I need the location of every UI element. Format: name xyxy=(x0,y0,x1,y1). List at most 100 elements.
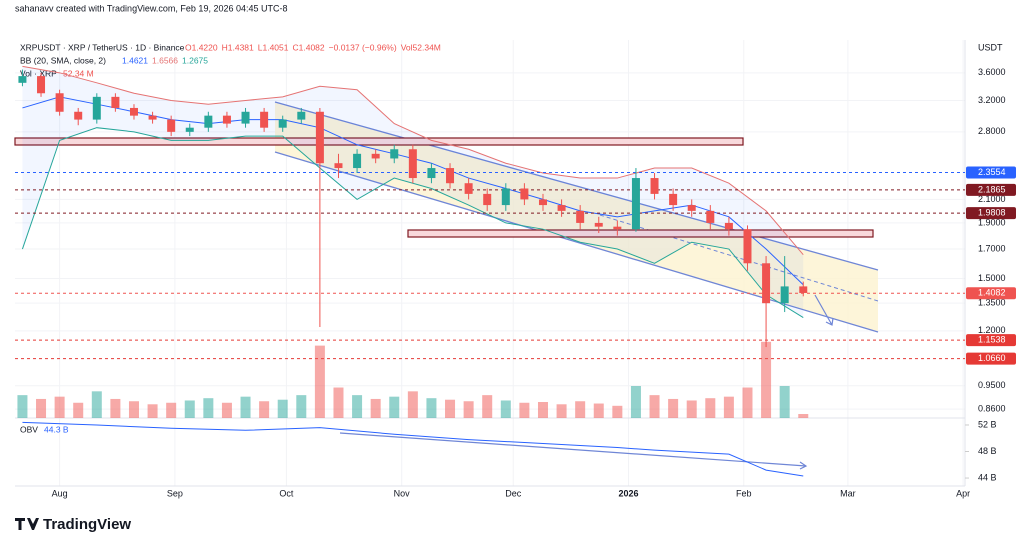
obv-line xyxy=(22,421,804,477)
bb-lower xyxy=(21,127,804,318)
level-tag xyxy=(966,183,1016,196)
volume-bar xyxy=(221,402,232,418)
candle-body xyxy=(204,115,213,128)
candle-body xyxy=(18,76,27,83)
x-tick-label: Aug xyxy=(52,488,68,498)
volume-bar xyxy=(73,402,84,418)
obv-tick-label: 48 B xyxy=(978,446,997,456)
candle-body xyxy=(167,119,176,132)
candle-body xyxy=(129,107,138,116)
y-tick-label: 3.6000 xyxy=(978,67,1006,77)
candle-body xyxy=(650,178,659,194)
volume-bar xyxy=(296,395,307,418)
candle-body xyxy=(669,193,678,206)
candle-body xyxy=(594,222,603,227)
y-tick-label: 1.5000 xyxy=(978,273,1006,283)
volume-bar xyxy=(612,405,623,418)
attribution: sahanavv created with TradingView.com, F… xyxy=(15,3,288,13)
candle-body xyxy=(483,193,492,206)
candle-body xyxy=(724,222,733,230)
level-label: 1.9808 xyxy=(978,208,1006,218)
volume-bar xyxy=(649,395,660,418)
channel-upper xyxy=(274,101,879,271)
bb-value: 1.4621 xyxy=(122,55,148,65)
volume-bar xyxy=(240,396,251,418)
bb-fill xyxy=(22,66,804,318)
candle-body xyxy=(501,188,510,206)
obv-tick-label: 44 B xyxy=(978,472,997,482)
x-tick-label: Sep xyxy=(167,488,183,498)
volume-bar xyxy=(352,395,363,418)
volume-bar xyxy=(277,399,288,418)
volume-bar xyxy=(761,341,772,418)
x-tick-label: Apr xyxy=(956,488,970,498)
y-tick-label: 1.2000 xyxy=(978,325,1006,335)
candle-body xyxy=(92,96,101,120)
candle-body xyxy=(222,115,231,124)
y-tick-label: 1.3500 xyxy=(978,298,1006,308)
bb-value: 1.6566 xyxy=(152,55,178,65)
candle-body xyxy=(353,153,362,169)
candle-body xyxy=(297,111,306,120)
volume-bar xyxy=(723,396,734,418)
volume-bar xyxy=(537,402,548,418)
candle-body xyxy=(687,205,696,211)
volume-bar xyxy=(593,403,604,418)
volume-bar xyxy=(426,398,437,418)
candle-body xyxy=(557,205,566,211)
change-value: −0.0137 (−0.96%) xyxy=(329,42,397,52)
volume-bar xyxy=(668,398,679,418)
arrow xyxy=(799,461,808,470)
obv-tick-label: 52 B xyxy=(978,419,997,429)
y-tick-label: 1.7000 xyxy=(978,243,1006,253)
obv-trendline xyxy=(339,432,807,467)
volume-bar xyxy=(500,400,511,418)
candle-body xyxy=(37,76,46,94)
symbol: XRPUSDT · XRP / TetherUS · 1D · Binance xyxy=(20,42,185,52)
volume-bar xyxy=(482,395,493,418)
volume-bar xyxy=(519,402,530,418)
candle-body xyxy=(241,111,250,124)
arrow xyxy=(814,294,834,326)
volume-bar xyxy=(575,401,586,418)
volume-bar xyxy=(630,386,641,418)
volume-value: Vol52.34M xyxy=(401,42,441,52)
level-tag xyxy=(966,166,1016,179)
volume-bar xyxy=(184,400,195,418)
vol-value: 52.34 M xyxy=(63,68,94,78)
resistance-zone xyxy=(14,137,744,146)
candle-body xyxy=(613,226,622,230)
candle-body xyxy=(538,199,547,206)
candle-body xyxy=(315,111,324,164)
volume-bar xyxy=(166,402,177,418)
candle-body xyxy=(148,115,157,120)
y-tick-label: 1.9000 xyxy=(978,217,1006,227)
vol-title: Vol · XRP xyxy=(20,68,57,78)
candle-body xyxy=(520,188,529,200)
level-tag xyxy=(966,334,1016,347)
candle-body xyxy=(185,127,194,132)
volume-bar xyxy=(203,398,214,418)
ohlc-value: H1.4381 xyxy=(222,42,254,52)
level-label: 1.0660 xyxy=(978,353,1006,363)
currency: USDT xyxy=(978,42,1003,52)
level-tag xyxy=(966,207,1016,220)
y-tick-label: 0.9500 xyxy=(978,380,1006,390)
bb-value: 1.2675 xyxy=(182,55,208,65)
volume-bar xyxy=(128,401,139,418)
brand: TradingView xyxy=(43,516,131,533)
y-tick-label: 3.2000 xyxy=(978,95,1006,105)
support-zone xyxy=(407,229,874,238)
level-tag xyxy=(966,352,1016,365)
volume-bar xyxy=(798,414,809,418)
bb-title: BB (20, SMA, close, 2) xyxy=(20,55,106,65)
level-label: 1.4082 xyxy=(978,288,1006,298)
candle-body xyxy=(576,210,585,223)
bb-upper xyxy=(22,65,804,255)
candle-body xyxy=(260,111,269,128)
candle-body xyxy=(743,229,752,264)
candle-body xyxy=(371,153,380,159)
x-tick-label: Feb xyxy=(736,488,752,498)
obv-title: OBV xyxy=(20,424,38,434)
volume-bar xyxy=(705,398,716,418)
